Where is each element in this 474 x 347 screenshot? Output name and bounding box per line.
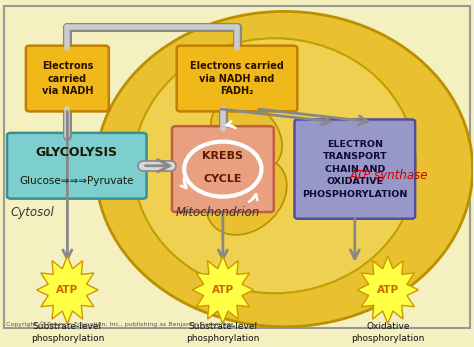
- Text: Oxidative
phosphorylation: Oxidative phosphorylation: [351, 322, 425, 342]
- Text: Cytosol: Cytosol: [11, 206, 55, 219]
- Text: ATP: ATP: [56, 285, 78, 295]
- Polygon shape: [36, 256, 98, 324]
- Polygon shape: [192, 256, 254, 324]
- Text: KREBS: KREBS: [202, 151, 243, 161]
- FancyBboxPatch shape: [294, 119, 415, 219]
- FancyBboxPatch shape: [7, 133, 146, 198]
- Text: Copyright © Pearson Education, Inc., publishing as Benjamin Cummings.: Copyright © Pearson Education, Inc., pub…: [6, 322, 236, 328]
- Text: Substrate-level
phosphorylation: Substrate-level phosphorylation: [31, 322, 104, 342]
- Text: Mitochondrion: Mitochondrion: [176, 206, 260, 219]
- Text: CYCLE: CYCLE: [204, 174, 242, 184]
- Ellipse shape: [96, 11, 473, 327]
- Text: ATP: ATP: [212, 285, 234, 295]
- Text: Electrons
carried
via NADH: Electrons carried via NADH: [42, 61, 93, 96]
- Ellipse shape: [133, 38, 416, 293]
- FancyBboxPatch shape: [26, 46, 109, 111]
- Text: Substrate-level
phosphorylation: Substrate-level phosphorylation: [186, 322, 260, 342]
- FancyBboxPatch shape: [177, 46, 297, 111]
- Polygon shape: [357, 256, 419, 324]
- FancyBboxPatch shape: [4, 7, 470, 329]
- Text: Electrons carried
via NADH and
FADH₂: Electrons carried via NADH and FADH₂: [190, 61, 284, 96]
- Ellipse shape: [206, 157, 287, 235]
- Text: Glucose⇒⇒⇒Pyruvate: Glucose⇒⇒⇒Pyruvate: [19, 176, 134, 186]
- Text: ATP: ATP: [377, 285, 399, 295]
- Text: GLYCOLYSIS: GLYCOLYSIS: [36, 146, 118, 159]
- Ellipse shape: [211, 100, 282, 171]
- Text: ATP synthase: ATP synthase: [350, 169, 428, 182]
- FancyBboxPatch shape: [172, 126, 274, 212]
- Text: ELECTRON
TRANSPORT
CHAIN AND
OXIDATIVE
PHOSPHORYLATION: ELECTRON TRANSPORT CHAIN AND OXIDATIVE P…: [302, 139, 408, 198]
